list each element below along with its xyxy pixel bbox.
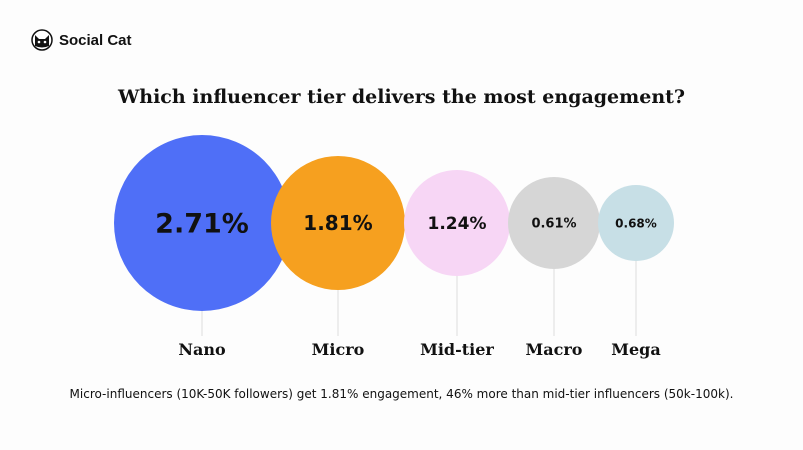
bubble-mid-tier <box>404 170 510 276</box>
brand-name: Social Cat <box>59 31 132 49</box>
category-label: Macro <box>526 340 583 359</box>
value-label: 1.24% <box>428 214 487 234</box>
cat-face-icon <box>31 29 53 51</box>
bubble-micro <box>271 156 405 290</box>
category-label: Mega <box>611 340 660 359</box>
value-label: 0.68% <box>615 216 657 230</box>
value-label: 2.71% <box>155 209 249 240</box>
category-label: Nano <box>178 340 226 359</box>
bubble-mega <box>598 185 674 261</box>
caption: Micro-influencers (10K-50K followers) ge… <box>69 387 734 401</box>
category-label: Micro <box>312 340 365 359</box>
value-label: 0.61% <box>531 217 576 232</box>
value-label: 1.81% <box>303 211 372 235</box>
bubble-macro <box>508 177 600 269</box>
brand-logo: Social Cat <box>31 29 132 51</box>
category-label: Mid-tier <box>420 340 494 359</box>
bubble-nano <box>114 135 290 311</box>
chart-title: Which influencer tier delivers the most … <box>117 86 686 108</box>
